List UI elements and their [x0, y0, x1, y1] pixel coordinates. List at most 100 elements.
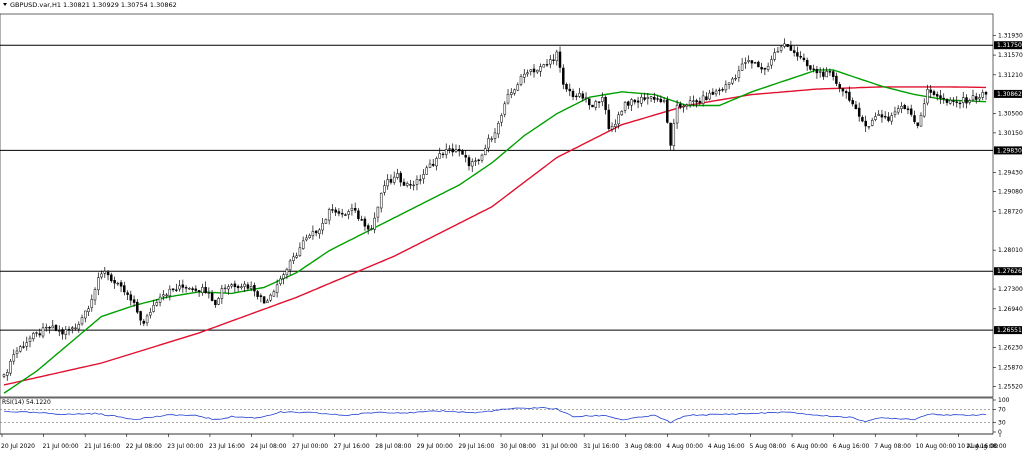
candle-body-bull	[2, 374, 6, 377]
candle-body-bull	[506, 94, 510, 104]
candle-body-bear	[932, 91, 936, 95]
candle-body-bear	[763, 67, 767, 70]
candle	[422, 169, 425, 184]
candle-body-bear	[750, 60, 754, 64]
candle	[415, 175, 419, 191]
candle-body-bull	[444, 149, 448, 155]
candle	[253, 282, 256, 297]
candle	[620, 109, 624, 117]
candle	[396, 168, 399, 180]
candle	[90, 294, 94, 312]
candle-body-bull	[19, 346, 22, 352]
candle	[594, 99, 598, 111]
candle	[61, 327, 64, 340]
candle	[974, 92, 978, 104]
candle-body-bull	[747, 60, 750, 62]
candle	[945, 98, 949, 106]
candle-body-bull	[896, 108, 900, 113]
candle-body-bull	[685, 104, 689, 107]
candle-body-bear	[233, 283, 237, 288]
candle-body-bull	[672, 123, 676, 146]
rsi-plot-frame	[0, 397, 994, 435]
candle-body-bear	[344, 214, 347, 216]
rsi-tick-label: 70	[998, 407, 1006, 414]
candle	[210, 290, 214, 302]
candle-body-bear	[942, 97, 945, 100]
candle	[958, 100, 962, 109]
candle	[340, 208, 344, 218]
rsi-levels	[0, 409, 993, 423]
candle-body-bull	[84, 310, 87, 319]
candle	[903, 103, 906, 110]
candle	[581, 90, 585, 102]
candle-body-bull	[649, 96, 653, 99]
candle-body-bull	[28, 337, 32, 342]
candle	[194, 285, 198, 293]
candle	[932, 89, 936, 97]
candle-body-bull	[269, 294, 272, 301]
candle	[230, 283, 233, 289]
candle-body-bull	[779, 46, 783, 51]
candle-body-bear	[955, 101, 958, 103]
candle-body-bear	[760, 67, 763, 70]
time-tick-label: 6 Aug 00:00	[791, 443, 828, 450]
candle	[45, 323, 48, 332]
candle	[470, 158, 474, 173]
candle-body-bull	[890, 115, 893, 122]
candle	[132, 295, 136, 307]
collapse-triangle-icon[interactable]	[3, 3, 7, 6]
candle-body-bull	[542, 64, 546, 68]
candle	[97, 272, 100, 296]
candle	[666, 96, 669, 124]
candle	[545, 58, 549, 67]
candle	[399, 170, 402, 187]
candle-body-bear	[132, 299, 136, 303]
candle	[753, 61, 757, 64]
candle	[662, 97, 666, 104]
level-price-badge-label: 1.26551	[997, 327, 1022, 334]
candle	[981, 89, 984, 100]
candle	[357, 208, 360, 222]
candle-body-bear	[67, 328, 71, 331]
candle-body-bull	[523, 73, 526, 78]
candle	[542, 63, 546, 68]
candle-body-bull	[25, 342, 29, 347]
candle-body-bull	[90, 299, 94, 309]
candle	[714, 88, 718, 97]
candle-body-bull	[978, 97, 981, 100]
candle	[204, 281, 207, 294]
candle-body-bull	[308, 235, 311, 238]
candle-body-bull	[405, 183, 409, 186]
candle	[389, 174, 393, 185]
candle-body-bull	[610, 126, 614, 130]
candle-body-bear	[835, 75, 838, 84]
level-price-badge	[994, 146, 1022, 155]
candle	[516, 82, 520, 91]
candle	[207, 287, 211, 299]
candle-body-bear	[123, 285, 126, 293]
candle-body-bull	[539, 66, 542, 72]
candle	[321, 218, 324, 235]
candle-body-bull	[230, 284, 233, 287]
candle	[623, 100, 627, 114]
candle-body-bear	[812, 68, 815, 70]
candle	[113, 276, 116, 289]
candle	[896, 105, 900, 115]
candle-body-bull	[971, 95, 975, 101]
candle	[760, 62, 763, 74]
candle	[428, 159, 432, 168]
candle-body-bear	[815, 68, 819, 74]
candle	[955, 96, 958, 108]
candle	[965, 94, 968, 109]
time-tick-label: 27 Jul 00:00	[292, 443, 328, 450]
candle-body-bull	[32, 333, 35, 339]
candle-body-bull	[145, 315, 149, 324]
candle	[584, 92, 588, 103]
candle	[418, 174, 422, 185]
candle-body-bear	[857, 107, 861, 117]
candle	[256, 289, 259, 300]
candle-body-bull	[324, 219, 328, 224]
candle	[636, 96, 640, 109]
candle	[523, 69, 526, 84]
